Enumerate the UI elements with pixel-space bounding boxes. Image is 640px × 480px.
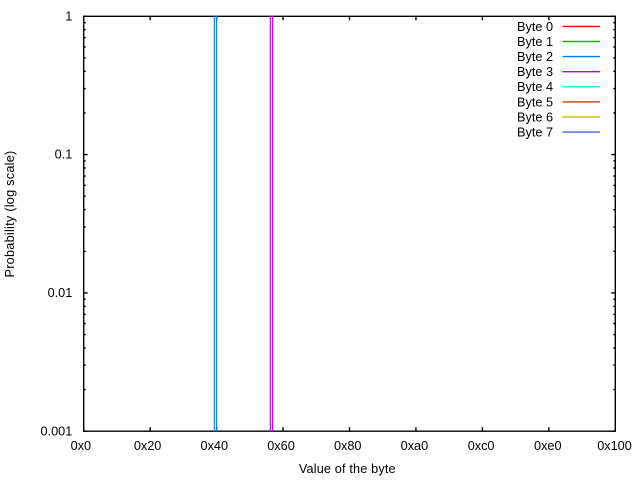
svg-text:0x80: 0x80: [334, 439, 362, 453]
svg-text:0x100: 0x100: [597, 439, 632, 453]
svg-text:Byte 7: Byte 7: [517, 126, 553, 140]
svg-text:Byte 0: Byte 0: [517, 20, 553, 34]
svg-text:Probability (log scale): Probability (log scale): [3, 150, 17, 277]
svg-text:Value of the byte: Value of the byte: [299, 462, 396, 476]
svg-text:Byte 5: Byte 5: [517, 95, 553, 109]
svg-text:0.1: 0.1: [55, 148, 73, 162]
svg-text:0x60: 0x60: [267, 439, 295, 453]
svg-text:0x20: 0x20: [134, 439, 162, 453]
svg-text:0xe0: 0xe0: [534, 439, 562, 453]
svg-text:0.001: 0.001: [41, 424, 73, 438]
svg-text:Byte 6: Byte 6: [517, 110, 553, 124]
svg-text:Byte 4: Byte 4: [517, 80, 553, 94]
svg-text:0xa0: 0xa0: [401, 439, 429, 453]
svg-text:0x0: 0x0: [71, 439, 91, 453]
svg-text:1: 1: [65, 9, 72, 23]
svg-text:Byte 3: Byte 3: [517, 65, 553, 79]
svg-text:Byte 2: Byte 2: [517, 50, 553, 64]
svg-text:0.01: 0.01: [48, 286, 73, 300]
svg-text:Byte 1: Byte 1: [517, 35, 553, 49]
svg-text:0x40: 0x40: [201, 439, 229, 453]
svg-text:0xc0: 0xc0: [468, 439, 495, 453]
